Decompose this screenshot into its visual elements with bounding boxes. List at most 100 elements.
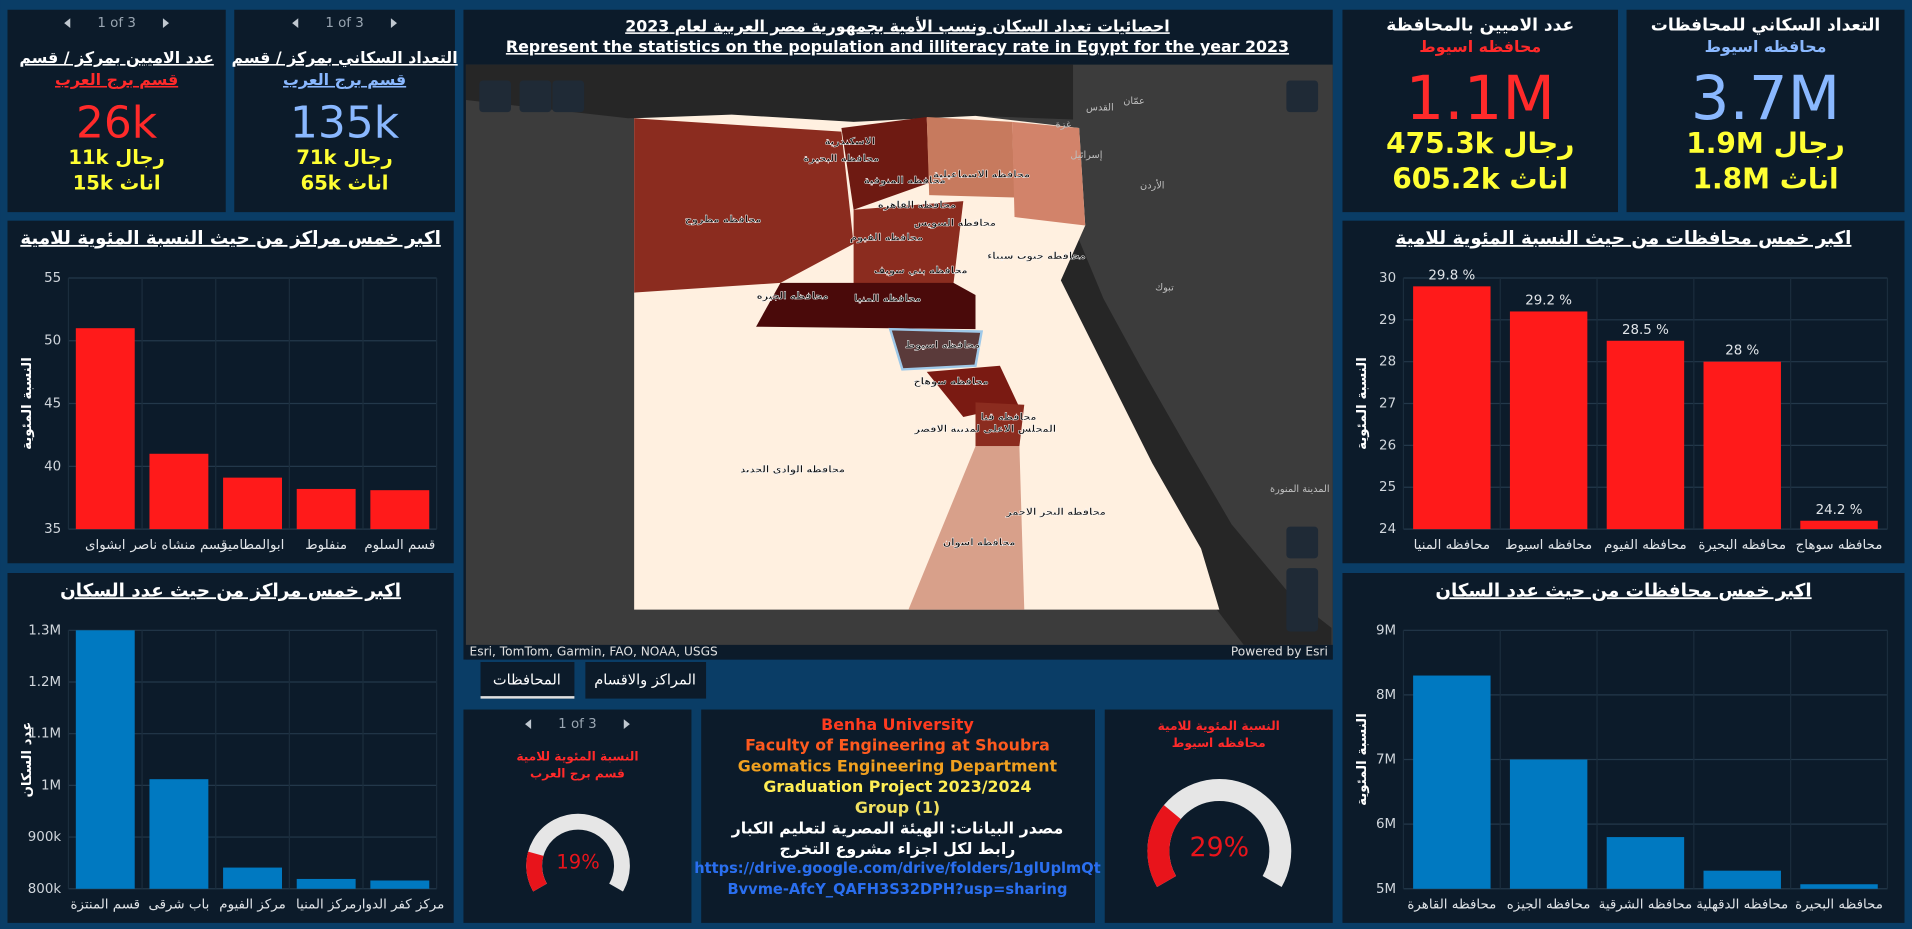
gauge-panel: [1104, 709, 1333, 923]
locate-button[interactable]: [1286, 526, 1319, 559]
indicator-men: رجال 1.9M: [1686, 127, 1845, 160]
bar: [296, 878, 356, 889]
map-subtitle: Represent the statistics on the populati…: [506, 37, 1289, 56]
indicator-men: رجال 71k: [296, 146, 392, 169]
bar: [1606, 340, 1685, 530]
info-link[interactable]: Bvvme-AfcY_QAFH3S32DPH?usp=sharing: [728, 881, 1068, 898]
info-link[interactable]: https://drive.google.com/drive/folders/1…: [694, 860, 1100, 877]
tab[interactable]: [480, 662, 575, 699]
y-axis-label: النسبة المئوية: [20, 357, 35, 450]
map-label: محافظه المنوفية: [864, 175, 946, 186]
indicator-title: التعداد السكاني بمركز / قسم: [231, 48, 457, 68]
x-tick-label: محافظه الجيزه: [1507, 898, 1591, 913]
map-label: محافظه بني سويف: [874, 266, 968, 277]
red-sea: [1018, 182, 1332, 645]
tool-button[interactable]: [479, 80, 512, 113]
indicator-title: عدد الاميين بمركز / قسم: [19, 48, 213, 67]
bar: [75, 328, 135, 530]
x-tick-label: محافظه المنيا: [1414, 538, 1491, 553]
bar: [1800, 520, 1878, 530]
pager-prev[interactable]: [525, 719, 532, 730]
gauge-subtitle: قسم برج العرب: [530, 767, 625, 781]
pager-prev[interactable]: [64, 18, 71, 29]
pager: 1 of 3: [325, 16, 364, 31]
pager-prev[interactable]: [292, 18, 299, 29]
indicator-subtitle: قسم برج العرب: [55, 70, 178, 89]
bar: [1703, 361, 1781, 530]
region: [634, 118, 854, 293]
map-label: محافظه سوهاج: [914, 377, 989, 388]
bar: [1800, 884, 1878, 889]
map-label: المجلس الاعلى لمدينة الاقصر: [913, 424, 1056, 435]
bar: [75, 630, 135, 889]
map-label: الأردن: [1140, 178, 1164, 191]
indicator-men: رجال 11k: [68, 146, 164, 169]
x-tick-label: محافظه سوهاج: [1796, 538, 1883, 553]
gauge-value: [526, 851, 548, 892]
x-tick-label: محافظه اسيوط: [1505, 538, 1592, 553]
region: [853, 201, 964, 305]
y-tick-label: 29: [1379, 313, 1396, 328]
map-label: محافظه قنا: [980, 412, 1036, 423]
pager-next[interactable]: [623, 719, 630, 730]
indicator-value: 26k: [76, 98, 158, 149]
tool-button[interactable]: [552, 80, 585, 113]
bar: [223, 867, 282, 889]
indicator-title: التعداد السكاني للمحافظات: [1651, 16, 1880, 36]
info-line: Faculty of Engineering at Shoubra: [745, 736, 1050, 755]
bar: [149, 779, 209, 889]
map-panel: احصائيات تعداد السكان ونسب الأمية بجمهور…: [463, 9, 1333, 660]
collapse-button[interactable]: [1286, 80, 1319, 113]
y-tick-label: 1.3M: [28, 623, 61, 638]
gauge-label: 19%: [556, 851, 599, 874]
bar: [1509, 759, 1588, 889]
map-label: محافظه المنيا: [854, 294, 921, 305]
map-title: احصائيات تعداد السكان ونسب الأمية بجمهور…: [625, 16, 1170, 35]
indicator-men: رجال 475.3k: [1386, 127, 1574, 160]
info-line: مصدر البيانات: الهيئة المصرية لتعليم الك…: [731, 819, 1064, 838]
zoom-buttons[interactable]: [1286, 568, 1319, 632]
y-tick-label: 28: [1379, 355, 1396, 370]
tab-label[interactable]: المراكز والاقسام: [594, 671, 696, 688]
y-tick-label: 800k: [28, 882, 62, 897]
x-tick-label: محافظه الدقهلية: [1696, 898, 1788, 913]
value-label: 28.5 %: [1622, 323, 1669, 338]
chart-title: اكبر خمس محافظات من حيث عدد السكان: [1435, 580, 1811, 601]
map-label: القدس: [1086, 102, 1114, 113]
pager-next[interactable]: [390, 18, 398, 29]
attribution-bar: [465, 644, 1333, 660]
indicator-panel: [7, 9, 226, 213]
x-tick-label: مركز كفر الدوار: [354, 898, 444, 913]
bar: [1509, 311, 1588, 530]
pager-next[interactable]: [162, 18, 170, 29]
tab-label[interactable]: المحافظات: [493, 671, 561, 688]
y-tick-label: 35: [44, 522, 61, 537]
map-label: الاسكندرية: [825, 136, 876, 147]
chart-title: اكبر خمس مراكز من حيث النسبة المئوية للا…: [20, 228, 441, 249]
indicator-panel: [1342, 9, 1619, 213]
map-label: محافظه مطروح: [685, 214, 762, 225]
chart-title: اكبر خمس مراكز من حيث عدد السكان: [60, 580, 401, 601]
map-label: محافظه البحر الاحمر: [1005, 507, 1106, 518]
x-tick-label: باب شرقى: [148, 898, 209, 913]
map-label: محافظه اسوان: [943, 538, 1016, 549]
selected-region: [888, 327, 984, 371]
tab[interactable]: [585, 662, 707, 699]
map-label: تبوك: [1155, 283, 1174, 294]
bar: [149, 453, 209, 530]
gauge-title: النسبة المئوية للامية: [1158, 719, 1280, 733]
map-tools: [479, 80, 1319, 632]
map-label: محافظه الاسماعيلية: [933, 169, 1030, 180]
info-line: Group (1): [855, 798, 940, 817]
powered-by: Powered by Esri: [1231, 645, 1328, 659]
x-tick-label: مركز المنيا: [296, 898, 356, 913]
region: [841, 117, 930, 210]
x-tick-label: محافظه البحيرة: [1795, 898, 1883, 913]
tool-button[interactable]: [519, 80, 552, 113]
map-label: إسرائيل: [1070, 150, 1102, 161]
value-label: 28 %: [1725, 344, 1759, 359]
gauge-value: [1147, 805, 1182, 887]
y-tick-label: 5M: [1376, 882, 1396, 897]
map-label: محافظه اسيوط: [905, 340, 980, 351]
